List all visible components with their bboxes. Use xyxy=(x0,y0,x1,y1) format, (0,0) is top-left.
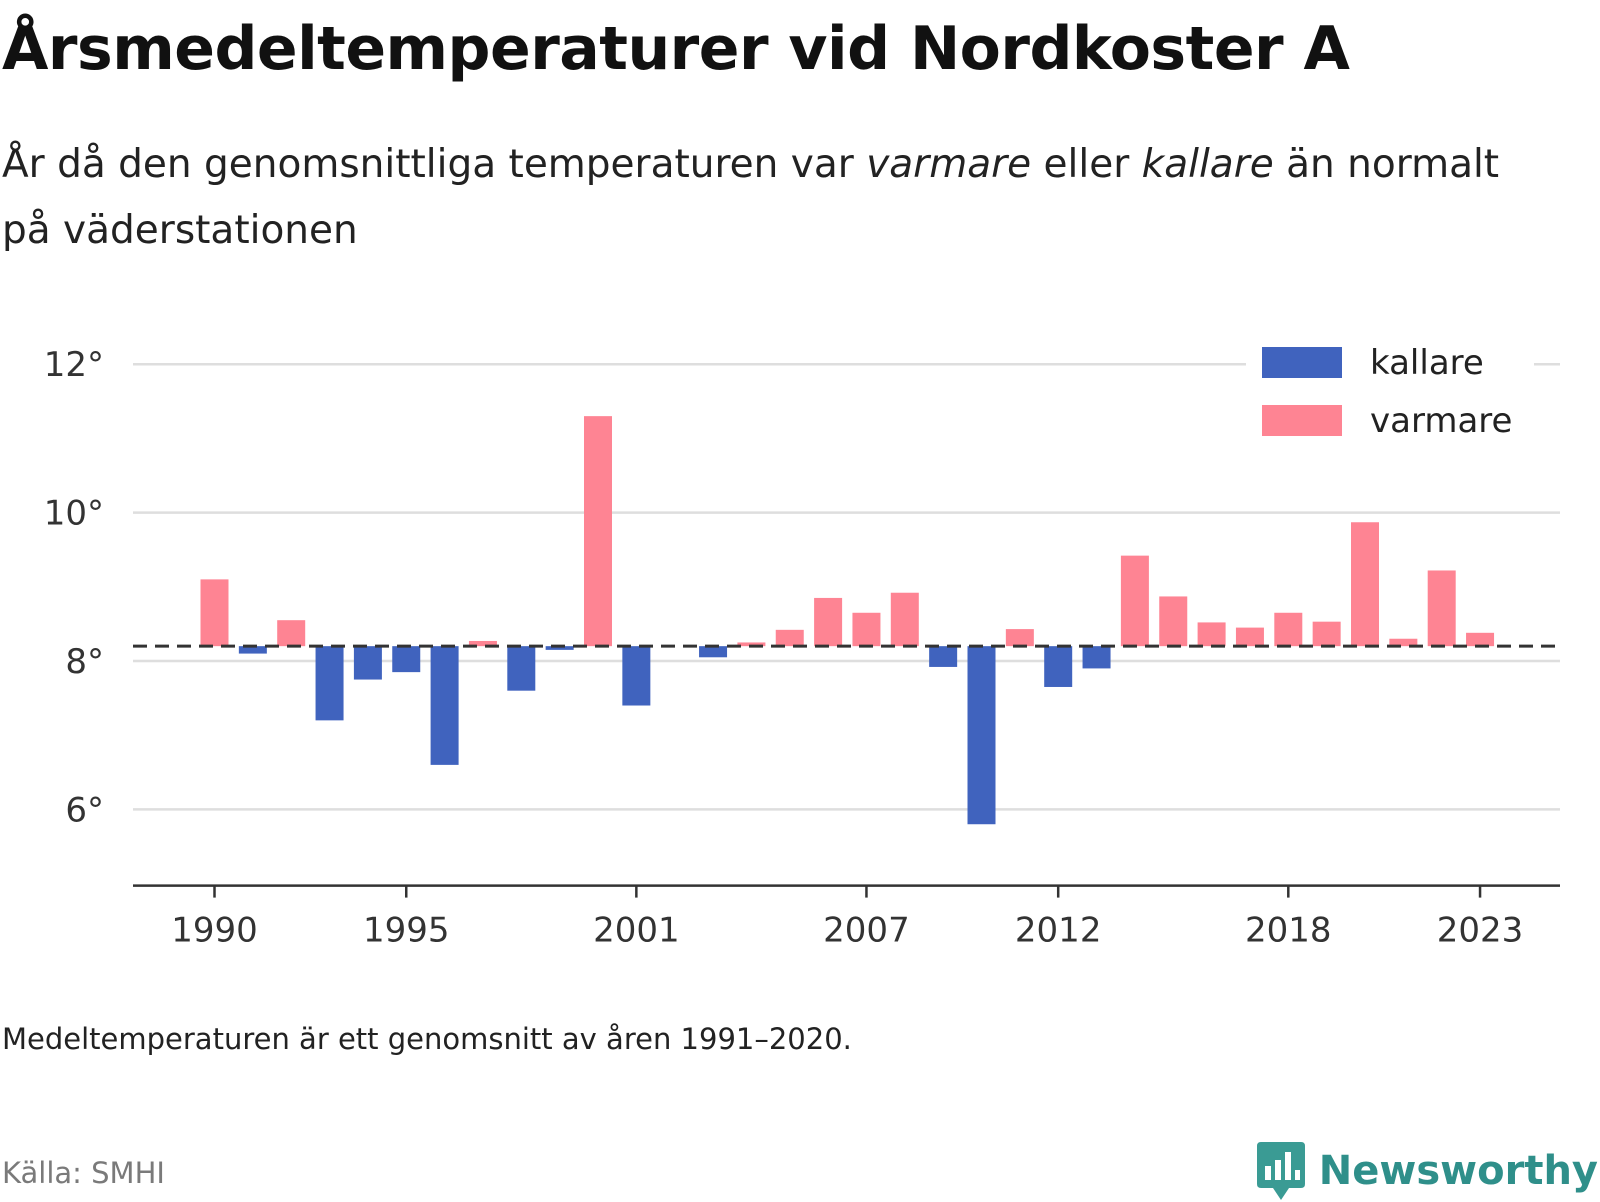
subtitle-text-3: än normalt på väderstationen xyxy=(2,142,1500,253)
bar-2007 xyxy=(852,612,881,647)
bar-2012 xyxy=(1044,646,1073,687)
subtitle-cold-word: kallare xyxy=(1141,142,1274,187)
bar-1995 xyxy=(392,646,421,673)
bar-1997 xyxy=(468,640,497,647)
bar-2023 xyxy=(1466,632,1495,647)
bar-1994 xyxy=(353,646,382,680)
newsworthy-logo: Newsworthy xyxy=(1255,1140,1598,1202)
bar-chart-speech-bubble-icon xyxy=(1256,1142,1305,1200)
bar-1999 xyxy=(545,646,574,650)
chart-subtitle: År då den genomsnittliga temperaturen va… xyxy=(2,132,1542,264)
y-tick-label: 6° xyxy=(65,790,104,830)
x-tick-label: 2023 xyxy=(1437,911,1524,951)
bar-2010 xyxy=(967,646,996,825)
subtitle-text-1: År då den genomsnittliga temperaturen va… xyxy=(2,142,867,187)
x-tick-label: 2012 xyxy=(1015,911,1102,951)
bar-2017 xyxy=(1235,627,1264,647)
x-axis: 1990 1995 2001 2007 2012 2018 2023 xyxy=(171,885,1524,951)
bar-2008 xyxy=(890,592,919,647)
bar-2019 xyxy=(1312,621,1341,647)
bars xyxy=(200,416,1495,825)
x-tick-label: 2018 xyxy=(1245,911,1332,951)
bar-2014 xyxy=(1120,555,1149,647)
bar-2009 xyxy=(929,646,958,667)
bar-2000 xyxy=(584,416,612,647)
bar-2013 xyxy=(1082,646,1111,669)
x-tick-label: 1990 xyxy=(171,911,258,951)
bar-1991 xyxy=(238,646,267,654)
bar-2016 xyxy=(1197,622,1226,647)
bar-2015 xyxy=(1159,596,1188,647)
legend-swatch-varmare xyxy=(1262,405,1342,436)
bar-2021 xyxy=(1389,638,1418,647)
x-tick-label: 2007 xyxy=(823,911,910,951)
bar-1993 xyxy=(315,646,344,721)
subtitle-text-2: eller xyxy=(1031,142,1142,187)
bar-2011 xyxy=(1005,629,1034,647)
legend-label-kallare: kallare xyxy=(1370,343,1484,383)
source-label: Källa: SMHI xyxy=(2,1156,165,1190)
bar-2005 xyxy=(775,629,804,647)
y-tick-label: 10° xyxy=(44,494,104,534)
legend-label-varmare: varmare xyxy=(1370,401,1512,441)
bar-1996 xyxy=(430,646,459,765)
bar-2001 xyxy=(622,646,651,706)
bar-2018 xyxy=(1274,612,1303,647)
legend: kallare varmare xyxy=(1246,338,1534,442)
y-tick-label: 12° xyxy=(44,345,104,385)
footnote: Medeltemperaturen är ett genomsnitt av å… xyxy=(2,1022,852,1056)
logo-text: Newsworthy xyxy=(1318,1148,1598,1194)
bar-2022 xyxy=(1427,570,1456,647)
chart-title: Årsmedeltemperaturer vid Nordkoster A xyxy=(2,14,1350,84)
subtitle-warm-word: varmare xyxy=(866,142,1032,187)
bar-2003 xyxy=(699,646,728,658)
legend-swatch-kallare xyxy=(1262,347,1342,378)
bar-1992 xyxy=(277,620,306,647)
bar-2006 xyxy=(814,597,843,647)
y-tick-label: 8° xyxy=(65,642,104,682)
bar-1998 xyxy=(507,646,536,691)
bar-1990 xyxy=(200,579,229,647)
x-tick-label: 1995 xyxy=(363,911,450,951)
bar-2020 xyxy=(1351,522,1379,647)
x-tick-label: 2001 xyxy=(593,911,680,951)
bar-2004 xyxy=(737,642,766,647)
temperature-bar-chart: 1990 1995 2001 2007 2012 2018 2023 6°8°10°12° … xyxy=(43,338,1560,951)
y-axis: 6° 8° 10° 12° xyxy=(44,345,104,830)
